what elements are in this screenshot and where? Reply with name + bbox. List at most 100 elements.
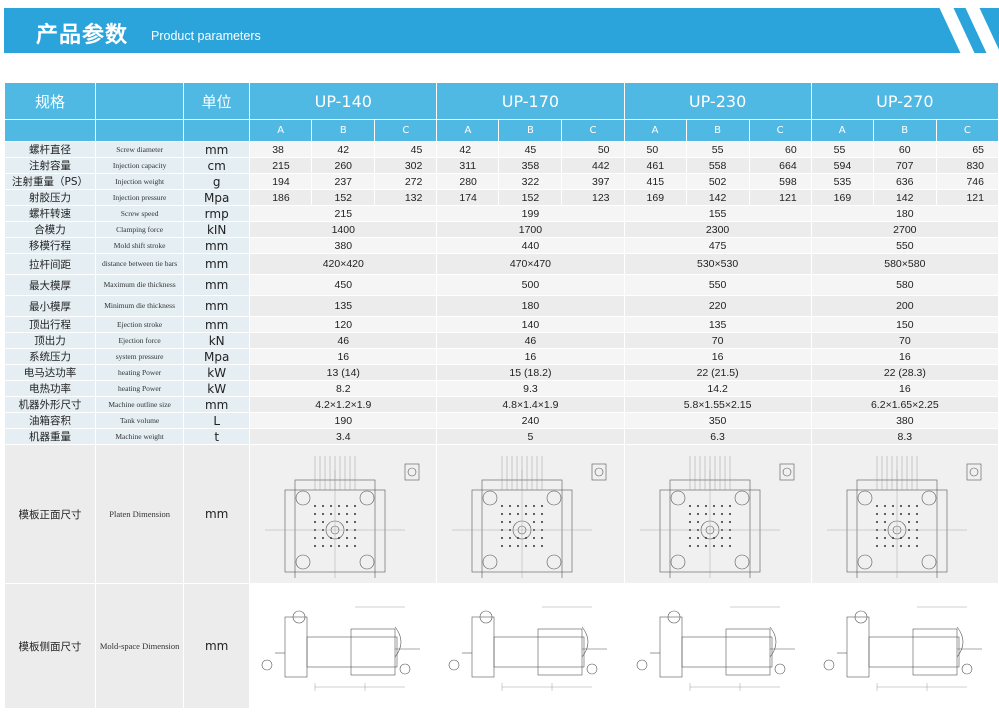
param-name-cn: 注射容量 <box>3 157 97 174</box>
side-drawing <box>823 606 982 691</box>
value-cell: 8.2 <box>249 380 438 397</box>
drawing-row: 模板侧面尺寸 Mold-space Dimension mm <box>3 583 999 709</box>
value-cell: 598 <box>748 173 812 190</box>
blank-cell <box>183 119 251 142</box>
value-cell: 180 <box>436 295 625 317</box>
param-name-en: system pressure <box>95 348 185 365</box>
value-cell: 135 <box>249 295 438 317</box>
variant-header: B <box>311 119 376 142</box>
platen-drawing <box>826 456 982 578</box>
param-unit: Mpa <box>183 348 251 365</box>
table-row: 注射重量（PS） Injection weight g 194 237 272 280 322… <box>3 173 999 190</box>
page-title: 产品参数 <box>36 23 129 48</box>
value-cell: 636 <box>872 173 937 190</box>
value-cell: 121 <box>935 189 999 206</box>
value-cell: 174 <box>436 189 500 206</box>
table-row: 拉杆间距 distance between tie bars mm 420×420 47… <box>3 253 999 275</box>
param-name-en: Minimum die thickness <box>95 295 185 317</box>
variant-header: A <box>436 119 500 142</box>
model-header: UP-170 <box>436 82 625 120</box>
value-cell: 580 <box>810 274 999 296</box>
drawing-unit: mm <box>183 583 251 709</box>
param-unit: mm <box>183 396 251 413</box>
value-cell: 1700 <box>436 221 625 238</box>
header-row-models: 规格 单位 UP-140 UP-170 UP-230 UP-270 <box>3 82 999 120</box>
param-unit: mm <box>183 253 251 275</box>
value-cell: 535 <box>810 173 874 190</box>
value-cell: 60 <box>872 141 937 158</box>
value-cell: 142 <box>685 189 750 206</box>
param-unit: mm <box>183 274 251 296</box>
spec-header-blank <box>95 82 185 120</box>
value-cell: 16 <box>436 348 625 365</box>
param-name-cn: 系统压力 <box>3 348 97 365</box>
param-name-en: Machine weight <box>95 428 185 445</box>
value-cell: 500 <box>436 274 625 296</box>
value-cell: 186 <box>249 189 313 206</box>
platen-drawing <box>265 456 420 578</box>
value-cell: 550 <box>623 274 812 296</box>
side-diagram-cell <box>623 583 812 709</box>
table-row: 电热功率 heating Power kW 8.2 9.3 14.2 16 <box>3 380 999 397</box>
param-unit: rmp <box>183 205 251 222</box>
param-name-en: heating Power <box>95 364 185 381</box>
value-cell: 550 <box>810 237 999 254</box>
value-cell: 22 (28.3) <box>810 364 999 381</box>
variant-header: A <box>810 119 874 142</box>
value-cell: 6.3 <box>623 428 812 445</box>
value-cell: 180 <box>810 205 999 222</box>
value-cell: 13 (14) <box>249 364 438 381</box>
drawing-unit: mm <box>183 444 251 584</box>
param-name-cn: 机器重量 <box>3 428 97 445</box>
param-unit: cm <box>183 157 251 174</box>
variant-header: B <box>498 119 563 142</box>
value-cell: 215 <box>249 205 438 222</box>
side-drawing <box>261 606 421 691</box>
param-name-en: Maximum die thickness <box>95 274 185 296</box>
value-cell: 142 <box>872 189 937 206</box>
variant-header: C <box>935 119 999 142</box>
value-cell: 530×530 <box>623 253 812 275</box>
param-unit: kW <box>183 380 251 397</box>
side-diagram-cell <box>249 583 438 709</box>
param-name-cn: 射胶压力 <box>3 189 97 206</box>
table-row: 移模行程 Mold shift stroke mm 380 440 475 550 <box>3 237 999 254</box>
variant-header: C <box>374 119 438 142</box>
value-cell: 220 <box>623 295 812 317</box>
value-cell: 155 <box>623 205 812 222</box>
value-cell: 15 (18.2) <box>436 364 625 381</box>
param-name-cn: 油箱容积 <box>3 412 97 429</box>
table-row: 螺杆直径 Screw diameter mm 38 42 45 42 45 50 50 55 60 55… <box>3 141 999 158</box>
value-cell: 200 <box>810 295 999 317</box>
value-cell: 140 <box>436 316 625 333</box>
param-name-en: heating Power <box>95 380 185 397</box>
table-row: 射胶压力 Injection pressure Mpa 186 152 132 174 152… <box>3 189 999 206</box>
table-row: 机器重量 Machine weight t 3.4 5 6.3 8.3 <box>3 428 999 445</box>
value-cell: 55 <box>685 141 750 158</box>
value-cell: 194 <box>249 173 313 190</box>
param-name-en: Screw diameter <box>95 141 185 158</box>
value-cell: 169 <box>623 189 687 206</box>
value-cell: 60 <box>748 141 812 158</box>
value-cell: 42 <box>436 141 500 158</box>
value-cell: 272 <box>374 173 438 190</box>
param-name-cn: 机器外形尺寸 <box>3 396 97 413</box>
table-row: 最大模厚 Maximum die thickness mm 450 500 550 580 <box>3 274 999 296</box>
value-cell: 8.3 <box>810 428 999 445</box>
value-cell: 5.8×1.55×2.15 <box>623 396 812 413</box>
side-diagram-cell <box>436 583 625 709</box>
param-unit: kW <box>183 364 251 381</box>
param-name-cn: 最大模厚 <box>3 274 97 296</box>
param-name-en: Screw speed <box>95 205 185 222</box>
variant-header: A <box>249 119 313 142</box>
value-cell: 45 <box>498 141 563 158</box>
value-cell: 260 <box>311 157 376 174</box>
value-cell: 358 <box>498 157 563 174</box>
value-cell: 707 <box>872 157 937 174</box>
drawing-row: 模板正面尺寸 Platen Dimension mm <box>3 444 999 584</box>
value-cell: 440 <box>436 237 625 254</box>
table-row: 合模力 Clamping force kIN 1400 1700 2300 2700 <box>3 221 999 238</box>
param-name-en: Injection capacity <box>95 157 185 174</box>
